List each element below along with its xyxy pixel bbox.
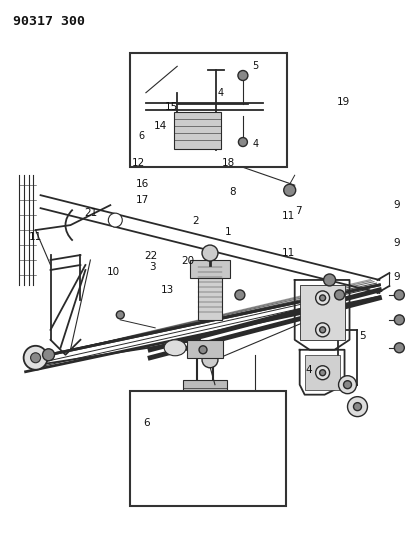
Circle shape bbox=[208, 405, 218, 415]
Circle shape bbox=[250, 392, 260, 402]
Text: 7: 7 bbox=[295, 206, 302, 216]
Circle shape bbox=[316, 366, 330, 379]
Circle shape bbox=[344, 381, 351, 389]
Text: 9: 9 bbox=[393, 200, 400, 211]
Text: 1: 1 bbox=[225, 227, 232, 237]
Circle shape bbox=[238, 70, 248, 80]
Circle shape bbox=[394, 290, 404, 300]
Text: 19: 19 bbox=[337, 96, 350, 107]
Text: 9: 9 bbox=[393, 272, 400, 282]
Bar bbox=[130, 53, 287, 167]
Circle shape bbox=[239, 138, 247, 147]
Text: 12: 12 bbox=[131, 158, 145, 168]
Text: 10: 10 bbox=[107, 267, 120, 277]
Circle shape bbox=[316, 323, 330, 337]
Bar bbox=[300, 285, 344, 340]
Text: 14: 14 bbox=[154, 120, 167, 131]
Ellipse shape bbox=[164, 340, 186, 356]
Circle shape bbox=[192, 415, 202, 425]
Circle shape bbox=[394, 343, 404, 353]
Circle shape bbox=[353, 402, 361, 410]
Circle shape bbox=[235, 290, 245, 300]
Bar bbox=[198, 265, 222, 320]
Text: 5: 5 bbox=[359, 330, 365, 341]
Circle shape bbox=[323, 274, 335, 286]
Text: 9: 9 bbox=[393, 238, 400, 247]
Text: 18: 18 bbox=[222, 158, 235, 168]
Bar bbox=[174, 112, 221, 149]
Circle shape bbox=[199, 346, 207, 354]
Text: 15: 15 bbox=[164, 102, 178, 112]
Text: 6: 6 bbox=[138, 131, 144, 141]
Text: 4: 4 bbox=[252, 139, 258, 149]
Bar bbox=[187, 340, 223, 358]
Text: 13: 13 bbox=[160, 286, 173, 295]
Text: 90317 300: 90317 300 bbox=[13, 15, 84, 28]
Bar bbox=[190, 260, 230, 278]
Text: 8: 8 bbox=[229, 187, 236, 197]
Text: 11: 11 bbox=[281, 248, 295, 258]
Circle shape bbox=[320, 295, 325, 301]
Text: 2: 2 bbox=[192, 216, 199, 227]
Circle shape bbox=[320, 327, 325, 333]
Text: 5: 5 bbox=[252, 61, 259, 70]
Text: 17: 17 bbox=[136, 195, 149, 205]
Bar bbox=[304, 355, 339, 390]
Circle shape bbox=[284, 184, 296, 196]
Circle shape bbox=[208, 415, 218, 425]
Text: 16: 16 bbox=[136, 179, 149, 189]
Text: 4: 4 bbox=[218, 88, 224, 98]
Circle shape bbox=[42, 349, 54, 361]
Circle shape bbox=[116, 311, 124, 319]
Bar bbox=[130, 391, 286, 506]
Circle shape bbox=[108, 213, 122, 227]
Bar bbox=[183, 379, 227, 408]
Text: 3: 3 bbox=[149, 262, 156, 271]
Circle shape bbox=[202, 245, 218, 261]
Circle shape bbox=[335, 290, 344, 300]
Text: 11: 11 bbox=[29, 232, 42, 243]
Circle shape bbox=[202, 352, 218, 368]
Text: 21: 21 bbox=[84, 208, 98, 219]
Circle shape bbox=[30, 353, 40, 363]
Circle shape bbox=[320, 370, 325, 376]
Circle shape bbox=[23, 346, 47, 370]
Circle shape bbox=[192, 405, 202, 415]
Circle shape bbox=[347, 397, 368, 417]
Circle shape bbox=[316, 291, 330, 305]
Text: 6: 6 bbox=[143, 418, 150, 429]
Text: 4: 4 bbox=[305, 365, 312, 375]
Circle shape bbox=[394, 315, 404, 325]
Text: 22: 22 bbox=[144, 251, 157, 261]
Circle shape bbox=[339, 376, 356, 394]
Text: 20: 20 bbox=[181, 256, 194, 266]
Text: 11: 11 bbox=[281, 211, 295, 221]
